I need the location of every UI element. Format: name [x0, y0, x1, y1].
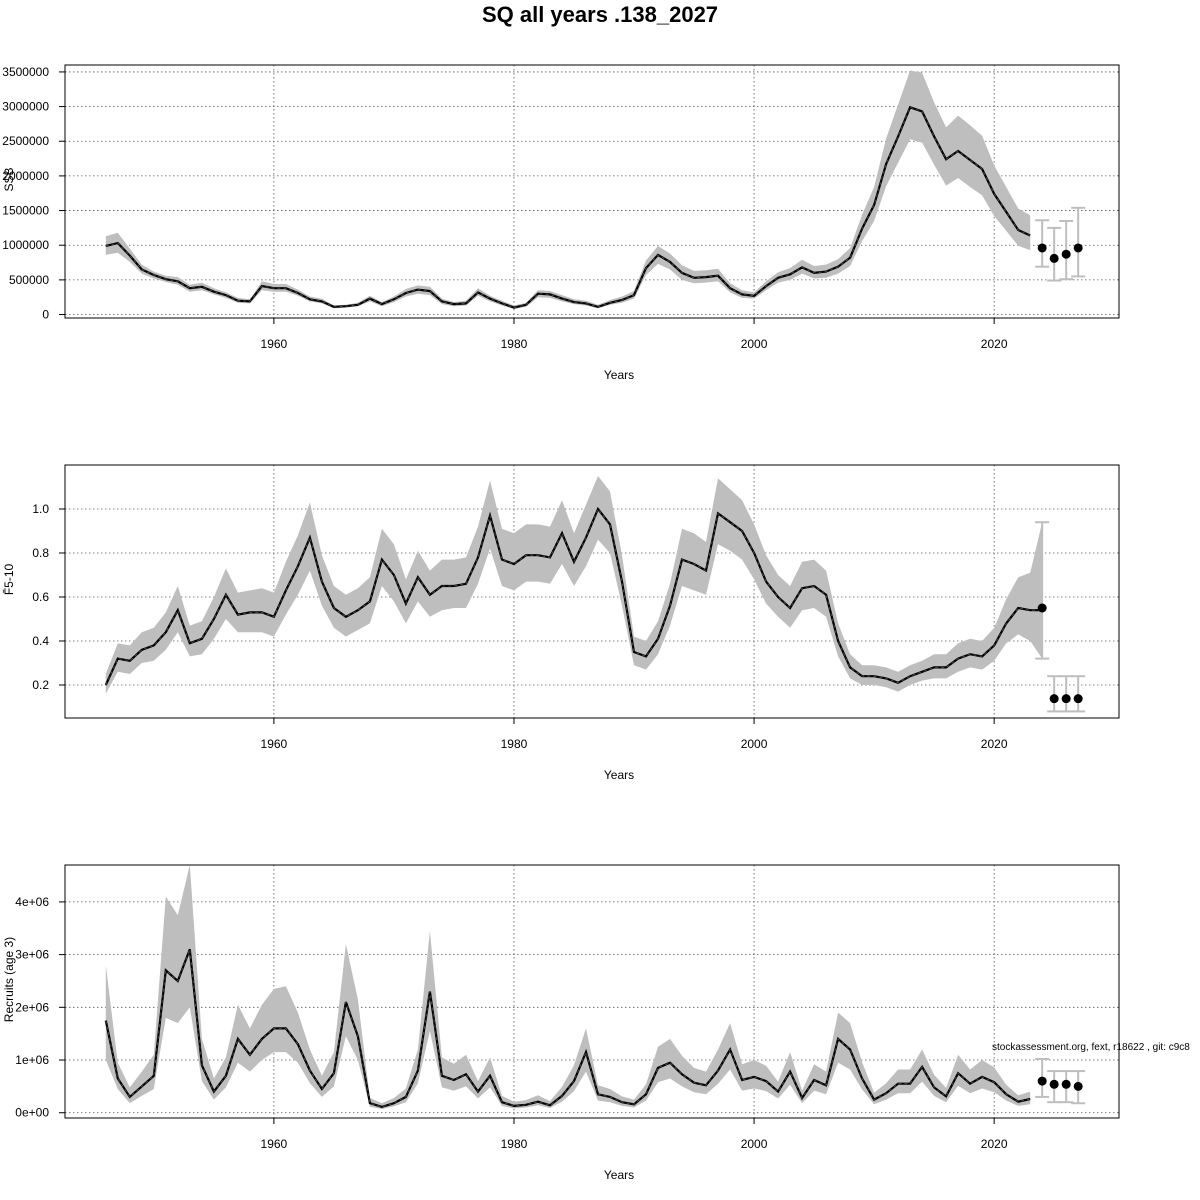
f-y-tick-label: 1.0	[32, 502, 49, 516]
recruits-y-tick-label: 1e+06	[15, 1053, 49, 1067]
recruits-projection-point	[1073, 1081, 1083, 1091]
f-projection-point	[1061, 694, 1071, 704]
f-x-tick-label: 2000	[741, 737, 768, 751]
f-x-tick-label: 1960	[261, 737, 288, 751]
ssb-estimate-line	[105, 105, 1031, 309]
f-x-tick-label: 2020	[981, 737, 1008, 751]
recruits-plot-frame	[64, 864, 1120, 1119]
f-confidence-band	[105, 476, 1043, 694]
recruits-projection-point	[1049, 1079, 1059, 1089]
recruits-estimate-line	[104, 948, 1031, 1109]
f-y-tick-label: 0.2	[32, 678, 49, 692]
recruits-projection-point	[1037, 1076, 1047, 1086]
ssb-confidence-band	[105, 70, 1031, 309]
ssb-projection-point	[1037, 243, 1047, 253]
recruits-x-tick-label: 1980	[501, 1137, 528, 1151]
ssb-y-tick-label: 500000	[9, 273, 49, 287]
ssb-x-tick-label: 2000	[741, 337, 768, 351]
recruits-x-tick-label: 2020	[981, 1137, 1008, 1151]
f-projection-point	[1037, 603, 1047, 613]
recruits-x-tick-label: 1960	[261, 1137, 288, 1151]
ssb-panel: 1960 1980 2000 2020 0 500000 1000000 1500000 200…	[2, 64, 1120, 382]
ssb-y-tick-label: 1500000	[2, 204, 49, 218]
ssb-x-axis-label: Years	[604, 368, 634, 382]
ssb-y-tick-label: 3000000	[2, 100, 49, 114]
f-projection-point	[1073, 694, 1083, 704]
recruitment-panel: 1960 1980 2000 2020 0e+00 1e+06 2e+06 3e+06 4e+0…	[2, 864, 1120, 1182]
ssb-projection-point	[1061, 249, 1071, 259]
f-x-tick-label: 1980	[501, 737, 528, 751]
recruits-x-tick-label: 2000	[741, 1137, 768, 1151]
ssb-y-tick-label: 2500000	[2, 134, 49, 148]
recruits-x-axis-label: Years	[604, 1168, 634, 1182]
recruits-y-axis-label: Recruits (age 3)	[2, 937, 16, 1022]
chart-title: SQ all years .138_2027	[481, 2, 719, 27]
recruits-y-tick-label: 0e+00	[15, 1106, 49, 1120]
ssb-y-tick-label: 1000000	[2, 238, 49, 252]
footnote: stockassessment.org, fext, r18622 , git:…	[992, 1042, 1190, 1053]
fishing-mortality-panel: 1960 1980 2000 2020 0.2 0.4 0.6 0.8 1.0 Years F̄5-…	[2, 464, 1120, 782]
ssb-plot-frame	[64, 64, 1120, 319]
recruits-y-tick-label: 3e+06	[15, 948, 49, 962]
ssb-x-tick-label: 2020	[981, 337, 1008, 351]
f-plot-frame	[64, 464, 1120, 719]
ssb-y-tick-label: 2000000	[2, 169, 49, 183]
ssb-y-axis-label: SSB	[2, 167, 16, 191]
f-y-tick-label: 0.4	[32, 634, 49, 648]
f-y-tick-label: 0.8	[32, 546, 49, 560]
ssb-x-tick-label: 1960	[261, 337, 288, 351]
recruits-projection-point	[1061, 1079, 1071, 1089]
f-projection-point	[1049, 694, 1059, 704]
ssb-y-tick-label: 3500000	[2, 65, 49, 79]
f-x-axis-label: Years	[604, 768, 634, 782]
recruits-y-tick-label: 2e+06	[15, 1000, 49, 1014]
ssb-x-tick-label: 1980	[501, 337, 528, 351]
ssb-projection-point	[1049, 253, 1059, 263]
ssb-projection-point	[1073, 243, 1083, 253]
f-y-tick-label: 0.6	[32, 590, 49, 604]
f-estimate-dash	[105, 508, 1043, 686]
f-y-axis-label: F̄5-10	[2, 564, 16, 596]
recruits-confidence-band	[105, 865, 1031, 1109]
recruits-y-tick-label: 4e+06	[15, 895, 49, 909]
ssb-y-tick-label: 0	[42, 308, 49, 322]
